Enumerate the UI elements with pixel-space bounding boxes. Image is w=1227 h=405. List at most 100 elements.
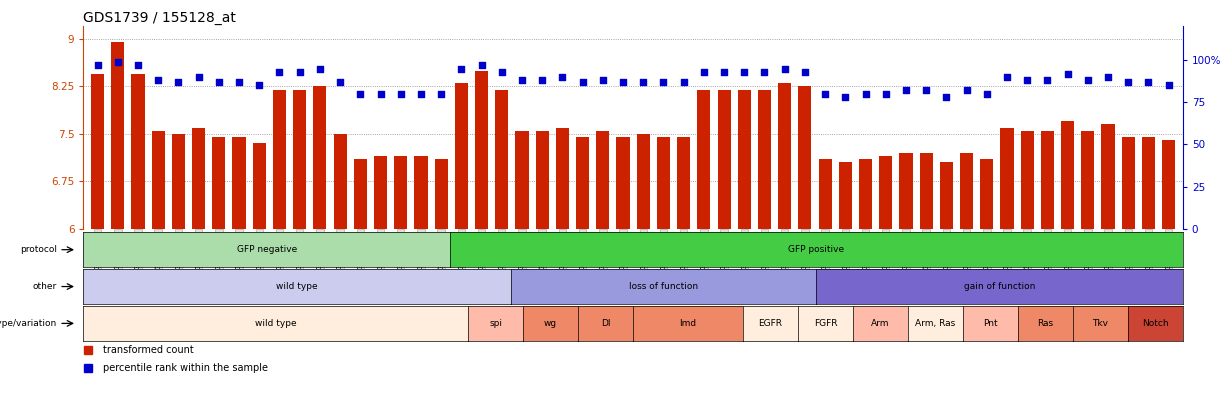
Text: Pnt: Pnt <box>983 319 998 328</box>
Bar <box>596 131 610 405</box>
Point <box>573 79 593 85</box>
Point <box>815 91 834 97</box>
Point <box>654 79 674 85</box>
Point <box>209 79 228 85</box>
Text: Imd: Imd <box>680 319 697 328</box>
Point <box>694 68 714 75</box>
Text: Ras: Ras <box>1037 319 1054 328</box>
Bar <box>193 128 205 405</box>
Bar <box>778 83 791 405</box>
Text: wild type: wild type <box>255 319 297 328</box>
Bar <box>1121 137 1135 405</box>
Text: percentile rank within the sample: percentile rank within the sample <box>103 363 267 373</box>
Bar <box>313 86 326 405</box>
Bar <box>131 74 145 405</box>
Bar <box>152 131 164 405</box>
Point <box>735 68 755 75</box>
Bar <box>212 137 226 405</box>
Bar <box>272 90 286 405</box>
Point <box>1158 82 1178 89</box>
Bar <box>960 153 973 405</box>
Bar <box>677 137 691 405</box>
Text: FGFR: FGFR <box>814 319 837 328</box>
Point <box>714 68 734 75</box>
Text: Arm, Ras: Arm, Ras <box>915 319 956 328</box>
Point <box>1038 77 1058 83</box>
Point <box>310 65 330 72</box>
Point <box>1139 79 1158 85</box>
Bar <box>859 159 872 405</box>
Bar <box>1142 137 1155 405</box>
Point <box>533 77 552 83</box>
Bar <box>253 143 266 405</box>
Bar <box>1162 140 1175 405</box>
Point <box>351 91 371 97</box>
Point <box>290 68 309 75</box>
Point <box>270 68 290 75</box>
Point <box>492 68 512 75</box>
Bar <box>394 156 407 405</box>
Bar <box>1102 124 1114 405</box>
Bar <box>616 137 629 405</box>
Point <box>1119 79 1139 85</box>
Text: GFP negative: GFP negative <box>237 245 297 254</box>
Bar <box>940 162 953 405</box>
Point <box>998 74 1017 80</box>
Point <box>432 91 452 97</box>
Bar <box>1021 131 1034 405</box>
Point <box>229 79 249 85</box>
Bar <box>374 156 387 405</box>
Text: wg: wg <box>544 319 557 328</box>
Text: Arm: Arm <box>871 319 890 328</box>
Bar <box>758 90 771 405</box>
Bar <box>1000 128 1014 405</box>
Point <box>936 94 956 100</box>
Bar <box>172 134 185 405</box>
Bar <box>353 159 367 405</box>
Text: gain of function: gain of function <box>964 282 1036 291</box>
Bar <box>818 159 832 405</box>
Text: GDS1739 / 155128_at: GDS1739 / 155128_at <box>83 11 237 25</box>
Bar <box>980 159 994 405</box>
Bar <box>334 134 347 405</box>
Point <box>88 62 108 68</box>
Bar <box>799 86 811 405</box>
Bar <box>839 162 852 405</box>
Bar <box>575 137 589 405</box>
Point <box>674 79 693 85</box>
Text: GFP positive: GFP positive <box>788 245 844 254</box>
Point <box>633 79 653 85</box>
Text: protocol: protocol <box>20 245 56 254</box>
Point <box>755 68 774 75</box>
Point <box>876 91 896 97</box>
Point <box>917 87 936 94</box>
Point <box>593 77 612 83</box>
Bar <box>637 134 650 405</box>
Text: other: other <box>32 282 56 291</box>
Point <box>411 91 431 97</box>
Bar <box>656 137 670 405</box>
Bar <box>434 159 448 405</box>
Point <box>1017 77 1037 83</box>
Point <box>168 79 188 85</box>
Text: transformed count: transformed count <box>103 345 194 355</box>
Point <box>128 62 147 68</box>
Bar <box>556 128 569 405</box>
Point <box>957 87 977 94</box>
Point <box>614 79 633 85</box>
Point <box>452 65 471 72</box>
Bar <box>1040 131 1054 405</box>
Bar <box>1061 121 1074 405</box>
Bar <box>718 90 730 405</box>
Point <box>1098 74 1118 80</box>
Bar <box>293 90 307 405</box>
Point <box>330 79 350 85</box>
Bar <box>91 74 104 405</box>
Text: genotype/variation: genotype/variation <box>0 319 56 328</box>
Bar <box>455 83 467 405</box>
Point <box>189 74 209 80</box>
Text: Notch: Notch <box>1142 319 1168 328</box>
Point <box>512 77 531 83</box>
Bar <box>536 131 548 405</box>
Point <box>391 91 411 97</box>
